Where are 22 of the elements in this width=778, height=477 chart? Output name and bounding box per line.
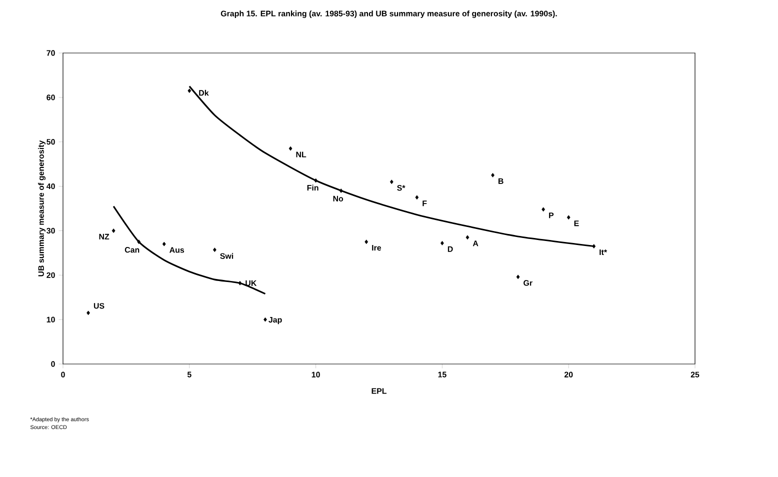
point [288, 146, 292, 151]
point [264, 317, 267, 322]
point [566, 215, 570, 220]
point [415, 195, 419, 200]
point [162, 242, 166, 246]
point [516, 274, 520, 280]
point [238, 280, 242, 286]
point [137, 240, 141, 244]
point [390, 180, 394, 184]
point [339, 188, 343, 193]
point [466, 235, 470, 240]
point [112, 228, 116, 233]
point [491, 172, 494, 178]
point [440, 240, 444, 246]
point [592, 244, 596, 248]
point [314, 178, 318, 183]
point [364, 240, 368, 244]
point [542, 207, 546, 212]
line-series [112, 205, 266, 295]
point [212, 248, 216, 252]
point [86, 310, 90, 316]
point [188, 88, 192, 93]
